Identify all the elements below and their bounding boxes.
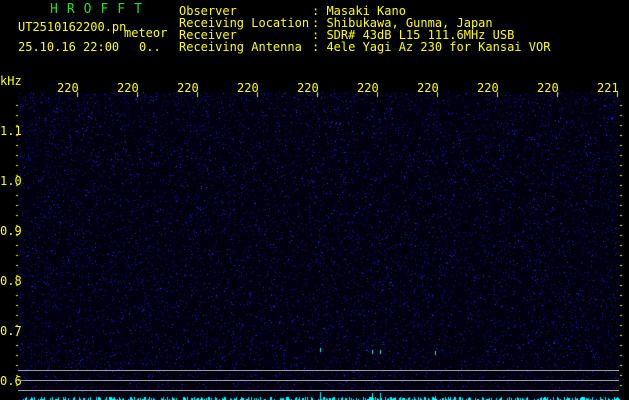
datetime: 25.10.16 22:00 <box>18 40 120 54</box>
filename: UT2510162200.pn <box>18 20 127 34</box>
y-tick-label: 0.6 <box>0 374 22 388</box>
y-tick-label: 1.0 <box>0 174 22 188</box>
y-tick-label: 0.9 <box>0 224 22 238</box>
y-tick-label: 0.7 <box>0 324 22 338</box>
x-tick-label: 2201 <box>57 81 78 95</box>
receiver-label: Receiver <box>179 28 237 42</box>
location-value: : Shibukawa, Gunma, Japan <box>312 16 493 30</box>
observer-value: : Masaki Kano <box>312 4 406 18</box>
baseline-line <box>18 380 619 381</box>
x-tick-label: 2204 <box>237 81 258 95</box>
x-tick-label: 2205 <box>297 81 318 95</box>
mode-label: meteor <box>124 26 168 40</box>
x-tick-label: 2203 <box>177 81 198 95</box>
x-tick-label: 2207 <box>417 81 438 95</box>
y-tick-label: 0.8 <box>0 274 22 288</box>
x-tick-label: 2206 <box>357 81 378 95</box>
y-unit: kHz <box>0 74 22 88</box>
antenna-value: : 4ele Yagi Az 230 for Kansai VOR <box>312 40 551 54</box>
app-brand: HROFFT <box>50 2 151 17</box>
y-tick-label: 1.1 <box>0 124 22 138</box>
x-tick-label: 2209 <box>537 81 558 95</box>
x-tick-label: 2208 <box>477 81 498 95</box>
spectrogram-waterfall <box>0 70 629 400</box>
receiver-value: : SDR# 43dB L15 111.6MHz USB <box>312 28 515 42</box>
divider-line <box>18 370 619 371</box>
observer-label: Observer <box>179 4 237 18</box>
count: 0.. <box>139 40 161 54</box>
x-tick-label: 2210 <box>597 81 618 95</box>
location-label: Receiving Location <box>179 16 310 30</box>
antenna-label: Receiving Antenna <box>179 40 302 54</box>
divider-line <box>18 390 619 391</box>
